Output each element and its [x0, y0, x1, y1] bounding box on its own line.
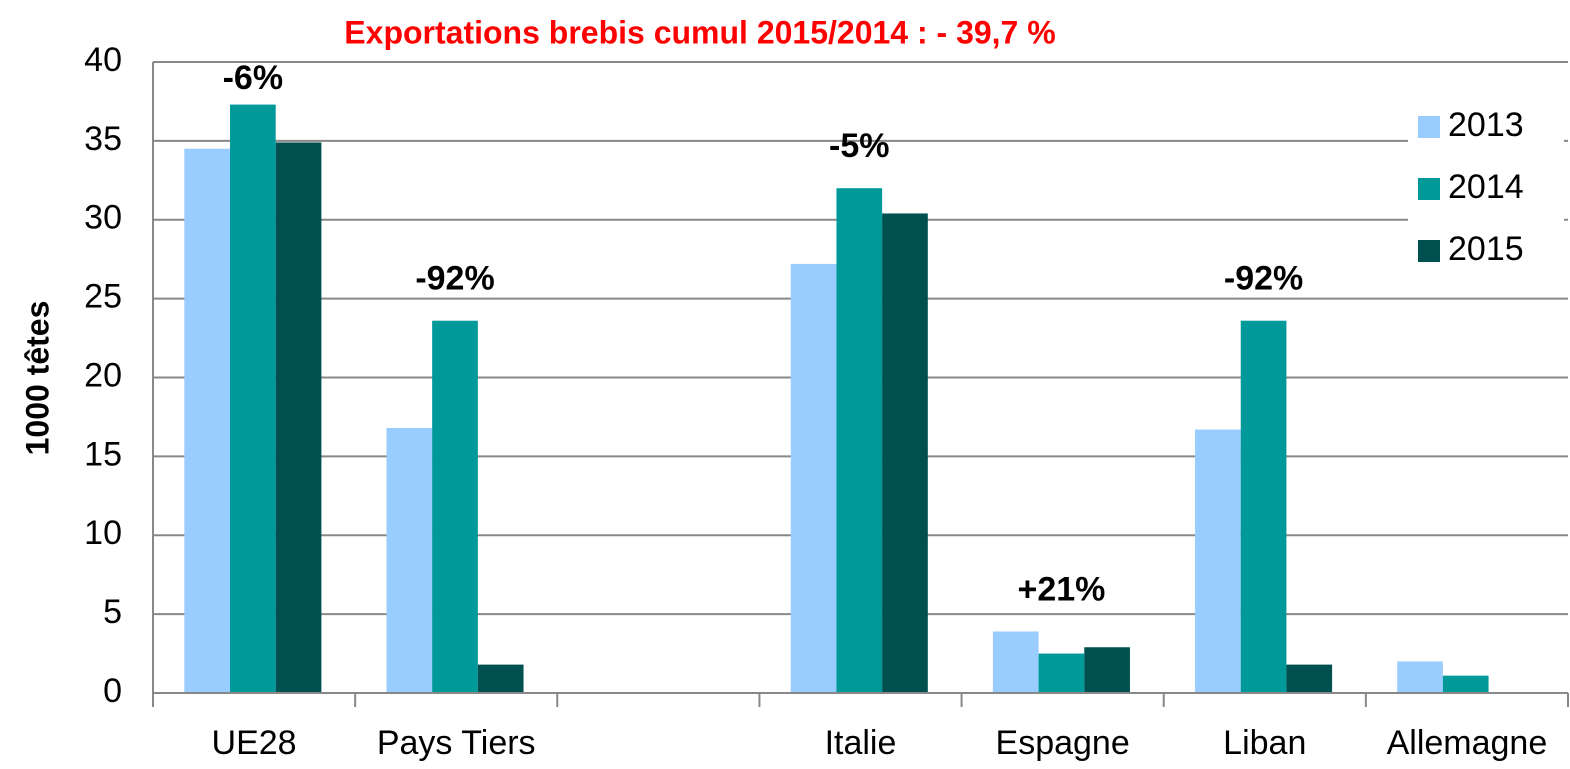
- y-tick-label: 0: [103, 672, 122, 710]
- bar: [882, 213, 928, 693]
- bar: [992, 631, 1039, 693]
- y-tick-label: 25: [84, 278, 122, 316]
- annotation: -92%: [415, 260, 494, 298]
- bar: [432, 320, 478, 693]
- x-tick-label: Liban: [1223, 724, 1306, 762]
- bar: [1240, 320, 1287, 693]
- legend-swatch: [1418, 116, 1440, 138]
- bar: [184, 148, 231, 693]
- bar: [1084, 647, 1130, 693]
- legend-swatch: [1418, 178, 1440, 200]
- legend-label: 2014: [1448, 168, 1524, 206]
- legend-label: 2013: [1448, 106, 1524, 144]
- x-tick-label: Italie: [825, 724, 897, 762]
- annotation: -92%: [1224, 260, 1303, 298]
- x-tick-label: Allemagne: [1387, 724, 1548, 762]
- y-axis-label: 1000 têtes: [19, 301, 55, 456]
- y-tick-label: 15: [84, 435, 122, 473]
- chart-title: Exportations brebis cumul 2015/2014 : - …: [344, 14, 1055, 50]
- annotation: -5%: [829, 127, 889, 165]
- legend-swatch: [1418, 240, 1440, 262]
- bar: [836, 188, 883, 693]
- bar: [1397, 661, 1443, 693]
- bar: [1038, 653, 1085, 693]
- bar: [1286, 664, 1333, 693]
- bar: [1442, 675, 1489, 693]
- y-tick-label: 35: [84, 120, 122, 158]
- bar: [386, 427, 433, 693]
- bar: [477, 664, 524, 693]
- legend-label: 2015: [1448, 230, 1524, 268]
- bar: [1195, 429, 1241, 693]
- x-tick-label: UE28: [212, 724, 297, 762]
- annotation: -6%: [223, 59, 283, 97]
- x-tick-label: Espagne: [996, 724, 1130, 762]
- annotation: +21%: [1017, 570, 1105, 608]
- y-tick-label: 10: [84, 514, 122, 552]
- bar: [230, 104, 276, 693]
- y-tick-label: 30: [84, 199, 122, 237]
- x-tick-label: Pays Tiers: [377, 724, 536, 762]
- bar: [790, 263, 837, 693]
- y-tick-label: 5: [103, 593, 122, 631]
- y-tick-label: 20: [84, 356, 122, 394]
- y-tick-label: 40: [84, 41, 122, 79]
- bar: [275, 142, 322, 693]
